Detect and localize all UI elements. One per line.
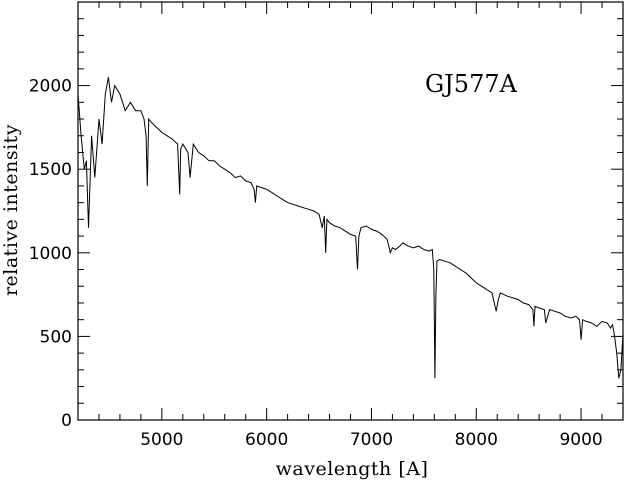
- plot-frame: [77, 1, 624, 421]
- y-tick-label: 0: [61, 411, 72, 431]
- x-tick-label: 6000: [245, 430, 288, 450]
- x-tick-label: 8000: [455, 430, 498, 450]
- x-tick-label: 5000: [140, 430, 183, 450]
- x-tick-label: 9000: [559, 430, 602, 450]
- star-annotation: GJ577A: [425, 70, 518, 98]
- y-tick-label: 1000: [29, 244, 72, 264]
- spectrum-series-line: [77, 77, 624, 379]
- x-axis-title: wavelength [A]: [276, 458, 429, 480]
- tick-labels: 5000 6000 7000 8000 9000 0 500 1000 1500 2000: [29, 77, 603, 450]
- y-tick-label: 500: [40, 327, 72, 347]
- y-tick-label: 1500: [29, 160, 72, 180]
- y-axis-title: relative intensity: [0, 124, 22, 296]
- x-tick-label: 7000: [350, 430, 393, 450]
- y-tick-label: 2000: [29, 77, 72, 97]
- axis-ticks: [77, 1, 624, 421]
